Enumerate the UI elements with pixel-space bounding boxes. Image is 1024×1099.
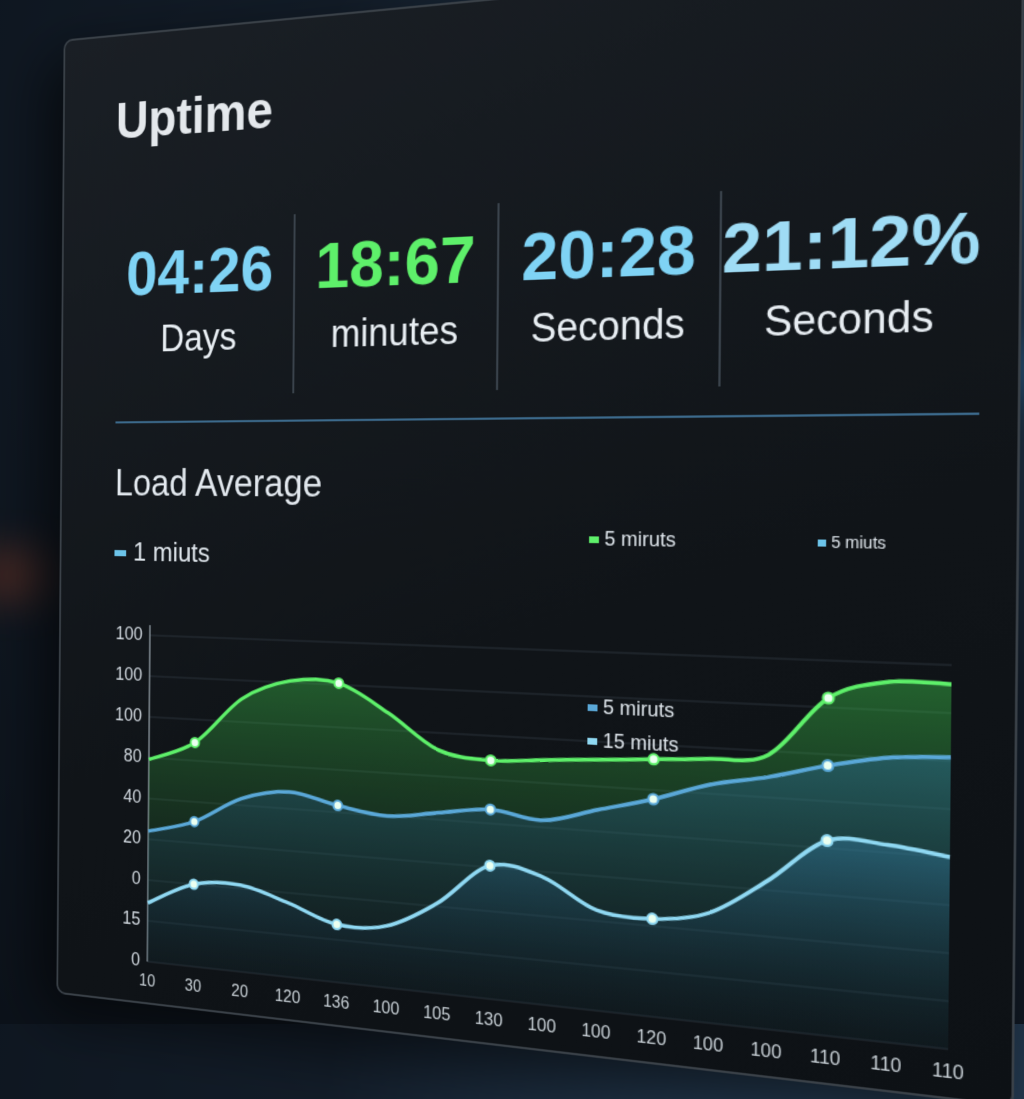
- legend-swatch: [818, 539, 826, 546]
- stat-value: 21:12%: [722, 195, 982, 290]
- stats-row: 04:26 Days 18:67 minutes 20:28 Seconds 21:12% S…: [107, 177, 982, 396]
- x-tick-label: 100: [581, 1021, 611, 1044]
- x-tick-label: 100: [693, 1034, 724, 1057]
- y-axis-label: 20: [123, 825, 141, 847]
- stat-unit: Seconds: [499, 299, 720, 352]
- point: [823, 693, 834, 704]
- chart: 1 miuts 5 miuts100100100804020015010 30 20 1…: [93, 512, 978, 1088]
- x-tick-label: 10: [139, 972, 156, 992]
- x-tick-label: 100: [372, 998, 399, 1020]
- y-axis-label: 100: [115, 663, 142, 685]
- point: [647, 913, 657, 924]
- stat-value: 20:28: [499, 208, 720, 297]
- grid-line: [150, 635, 952, 665]
- y-axis-label: 80: [124, 744, 142, 766]
- point: [333, 800, 342, 810]
- point: [190, 817, 198, 827]
- legend-label: 15 miuts: [603, 729, 679, 756]
- y-axis-label: 100: [115, 703, 142, 725]
- chart-title: Load Average: [115, 462, 323, 506]
- point: [334, 678, 343, 688]
- legend-swatch: [588, 704, 598, 711]
- point: [648, 794, 658, 805]
- x-tick-label: 20: [231, 982, 248, 1002]
- y-axis-label: 40: [123, 785, 141, 807]
- x-tick-label: 30: [185, 977, 202, 997]
- x-tick-label: 100: [527, 1015, 556, 1037]
- x-tick-label: 120: [636, 1027, 666, 1050]
- legend-label: 5 miruts: [604, 527, 676, 551]
- x-tick-label: 130: [475, 1009, 503, 1031]
- legend-swatch: [587, 738, 597, 745]
- stat: 18:67 minutes: [294, 203, 500, 393]
- stat-value: 04:26: [107, 230, 293, 311]
- stage: Uptime 04:26 Days 18:67 minutes 20:28 Seconds…: [0, 0, 1024, 1024]
- legend-swatch: [114, 550, 126, 556]
- panel-title: Uptime: [116, 79, 273, 151]
- x-tick-label: 105: [423, 1004, 451, 1026]
- x-tick-label: 110: [870, 1054, 902, 1078]
- point: [190, 879, 198, 889]
- divider: [115, 413, 979, 424]
- y-axis-label: 100: [116, 622, 143, 644]
- stat: 21:12% Seconds: [721, 177, 982, 387]
- x-tick-label: 110: [810, 1047, 841, 1071]
- point: [485, 860, 495, 871]
- dashboard-panel: Uptime 04:26 Days 18:67 minutes 20:28 Seconds…: [56, 0, 1024, 1099]
- x-tick-label: 100: [750, 1040, 782, 1064]
- point: [822, 760, 833, 771]
- legend-label: 5 miruts: [603, 695, 675, 721]
- point: [486, 804, 496, 815]
- page: Uptime 04:26 Days 18:67 minutes 20:28 Seconds…: [0, 0, 1024, 1024]
- point: [486, 755, 496, 765]
- legend-label: 1 miuts: [133, 538, 210, 569]
- point: [649, 754, 659, 765]
- legend-swatch: [589, 536, 599, 543]
- stat-value: 18:67: [295, 220, 498, 305]
- stat-unit: Days: [107, 313, 293, 362]
- x-tick-label: 120: [275, 987, 301, 1008]
- y-axis-label: 15: [122, 907, 140, 930]
- y-axis-label: 0: [131, 948, 140, 970]
- x-tick-label: 136: [323, 992, 350, 1013]
- stat: 04:26 Days: [107, 214, 296, 396]
- x-tick-label: 110: [932, 1060, 965, 1084]
- legend-label: 5 miuts: [831, 533, 886, 552]
- y-axis-label: 0: [132, 867, 141, 889]
- stat: 20:28 Seconds: [498, 191, 722, 390]
- point: [332, 919, 341, 929]
- stat-unit: Seconds: [721, 291, 980, 348]
- point: [822, 835, 833, 846]
- point: [191, 738, 199, 748]
- stat-unit: minutes: [295, 307, 497, 358]
